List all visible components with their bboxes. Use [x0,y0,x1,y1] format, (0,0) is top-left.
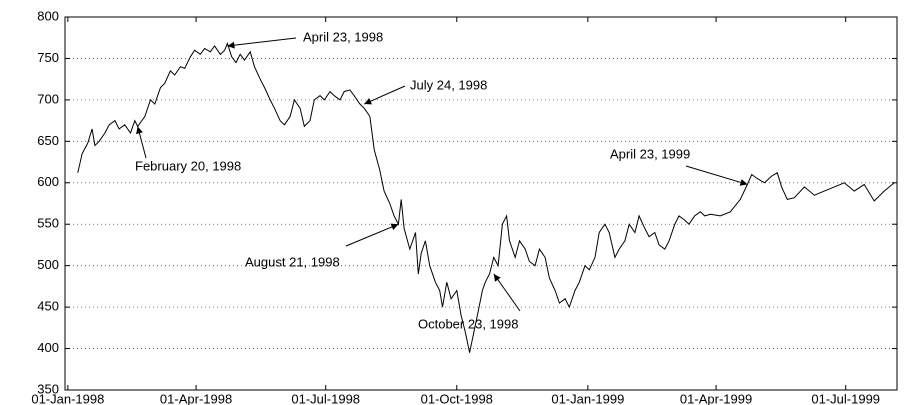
annotation-arrow [227,37,297,49]
annotation-label: April 23, 1998 [303,29,383,44]
y-tick-label: 400 [37,340,59,355]
plot-frame [64,16,898,391]
y-tick-label: 550 [37,216,59,231]
x-tick-label: 01-Jul-1999 [811,391,880,405]
y-tick-label: 450 [37,299,59,314]
annotation-arrow [685,165,748,186]
annotation-label: October 23, 1998 [418,316,518,331]
x-tick-label: 01-Apr-1999 [680,391,752,405]
x-tick-label: 01-Jan-1999 [551,391,624,405]
y-tick-label: 750 [37,50,59,65]
data-line [77,42,895,353]
x-tick-label: 01-Jul-1998 [291,391,360,405]
y-tick-label: 650 [37,133,59,148]
x-tick-label: 01-Apr-1998 [160,391,232,405]
y-tick-label: 500 [37,257,59,272]
annotation-label: February 20, 1998 [135,158,241,173]
annotation-arrow [363,85,406,105]
x-tick-label: 01-Oct-1998 [421,391,493,405]
y-tick-label: 600 [37,174,59,189]
y-tick-label: 800 [37,8,59,23]
annotation-arrow [136,126,147,159]
y-tick-label: 700 [37,91,59,106]
annotation-arrow [493,273,521,312]
x-tick-label: 01-Jan-1998 [31,391,104,405]
annotation-label: August 21, 1998 [245,254,340,269]
annotation-label: July 24, 1998 [410,77,487,92]
annotation-label: April 23, 1999 [610,146,690,161]
annotation-arrow [345,223,399,247]
y-tick-label: 350 [37,381,59,396]
